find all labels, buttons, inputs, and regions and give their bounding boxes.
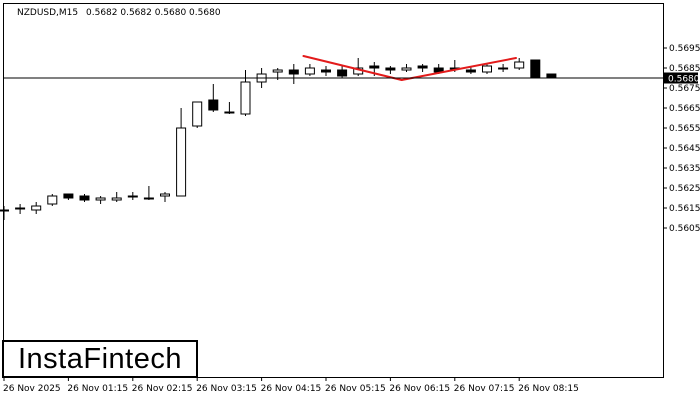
candle: [483, 64, 492, 74]
x-tick-label: 26 Nov 03:15: [196, 384, 257, 394]
candle-body: [144, 198, 153, 199]
candle-body: [483, 66, 492, 72]
instafintech-logo: InstaFintech: [2, 340, 198, 378]
y-tick-label: 0.5605: [669, 224, 700, 234]
candle-body: [531, 60, 540, 78]
candle-body: [289, 70, 298, 74]
y-tick-label: 0.5625: [669, 184, 700, 194]
y-tick-label: 0.5675: [669, 84, 700, 94]
candle-body: [273, 70, 282, 72]
candle-body: [96, 198, 105, 200]
x-tick-label: 26 Nov 04:15: [261, 384, 322, 394]
candle-body: [112, 198, 121, 200]
candle-body: [338, 70, 347, 76]
candle-body: [0, 210, 9, 211]
x-tick-label: 26 Nov 2025: [3, 384, 61, 394]
ohlc-readout: 0.5682 0.5682 0.5680 0.5680: [86, 8, 221, 18]
x-tick-label: 26 Nov 02:15: [132, 384, 193, 394]
candle-body: [64, 194, 73, 198]
candle-body: [225, 112, 234, 113]
y-tick-label: 0.5615: [669, 204, 700, 214]
x-tick-label: 26 Nov 05:15: [325, 384, 386, 394]
candle-body: [386, 68, 395, 70]
logo-text: InstaFintech: [18, 343, 182, 376]
candle: [531, 60, 540, 78]
candle-body: [128, 196, 137, 197]
candle-body: [48, 196, 57, 204]
y-tick-label: 0.5635: [669, 164, 700, 174]
current-price-label: 0.5680: [668, 75, 700, 85]
candle: [193, 102, 202, 128]
candle-body: [466, 70, 475, 72]
candle-body: [32, 206, 41, 210]
candle-body: [499, 68, 508, 69]
x-tick-label: 26 Nov 01:15: [67, 384, 128, 394]
candle-body: [322, 70, 331, 72]
candle-body: [209, 100, 218, 110]
candle-body: [418, 66, 427, 68]
candle-body: [193, 102, 202, 126]
candle-body: [16, 208, 25, 209]
y-tick-label: 0.5695: [669, 44, 700, 54]
candle-body: [177, 128, 186, 196]
x-tick-label: 26 Nov 08:15: [518, 384, 579, 394]
y-tick-label: 0.5645: [669, 144, 700, 154]
y-tick-label: 0.5665: [669, 104, 700, 114]
candle-body: [241, 82, 250, 114]
candle-body: [370, 66, 379, 68]
x-tick-label: 26 Nov 07:15: [454, 384, 515, 394]
y-tick-label: 0.5655: [669, 124, 700, 134]
candle-body: [161, 194, 170, 196]
candle: [48, 194, 57, 206]
candle: [547, 74, 556, 78]
candle-body: [305, 68, 314, 74]
candle-body: [515, 62, 524, 68]
candle-body: [547, 74, 556, 78]
symbol-label: NZDUSD,M15: [17, 8, 78, 18]
candle-body: [402, 68, 411, 70]
x-tick-label: 26 Nov 06:15: [389, 384, 450, 394]
candle-body: [80, 196, 89, 200]
